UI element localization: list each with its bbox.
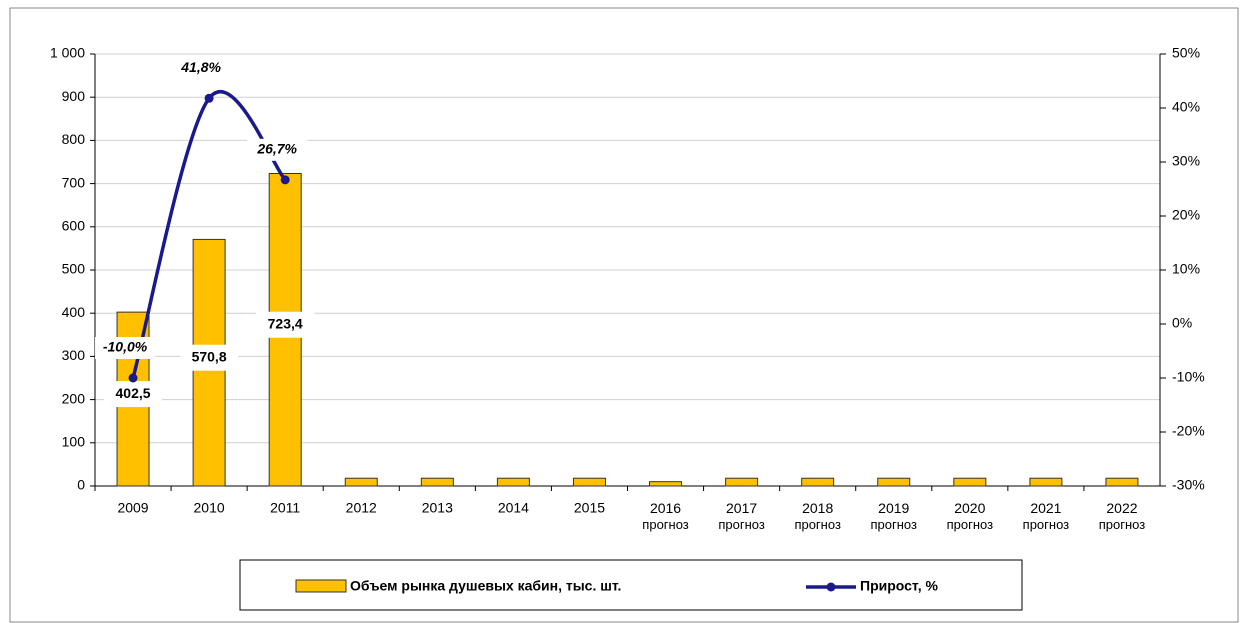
x-tick-label: 2012 [346, 500, 377, 516]
y-tick-label: 900 [62, 88, 86, 104]
data-label-bg [171, 57, 232, 80]
y-tick-label: 100 [62, 434, 86, 450]
legend-swatch [295, 579, 347, 593]
data-label-bg [95, 337, 156, 359]
x-tick-label: 2010 [194, 500, 225, 516]
data-label: 570,8 [192, 348, 227, 364]
bar [572, 477, 606, 487]
x-tick-label: 2014 [498, 500, 529, 516]
y-tick-label: 400 [62, 304, 86, 320]
y2-tick-label: -30% [1172, 477, 1205, 493]
data-label: 402,5 [116, 385, 151, 401]
y-tick-label: 200 [62, 390, 86, 406]
x-tick-label: 2021 прогноз [1023, 500, 1070, 533]
x-tick-label: 2009 [117, 500, 148, 516]
data-label-bg [104, 381, 163, 408]
y2-tick-label: 20% [1172, 207, 1200, 223]
y2-tick-label: 30% [1172, 153, 1200, 169]
x-tick-label: 2015 [574, 500, 605, 516]
bar [496, 477, 530, 487]
bar [725, 477, 759, 487]
y-tick-label: 1 000 [50, 45, 85, 61]
bar [1105, 477, 1139, 487]
y2-tick-label: 40% [1172, 99, 1200, 115]
y2-tick-label: -20% [1172, 423, 1205, 439]
data-label-bg [180, 344, 239, 371]
legend-label: Прирост, % [860, 578, 939, 594]
legend-box [239, 559, 1023, 611]
data-label: -10,0% [103, 339, 148, 355]
x-tick-label: 2011 [270, 500, 300, 516]
bar [801, 477, 835, 487]
x-tick-label: 2022 прогноз [1099, 500, 1146, 533]
data-label: 41,8% [180, 59, 221, 75]
x-tick-label: 2016 прогноз [642, 500, 689, 533]
bar [420, 477, 454, 487]
x-tick-label: 2018 прогноз [794, 500, 841, 533]
y2-tick-label: 0% [1172, 315, 1192, 331]
y-tick-label: 500 [62, 261, 86, 277]
y-tick-label: 700 [62, 174, 86, 190]
line-marker [128, 373, 138, 383]
line-marker [204, 93, 214, 103]
legend-marker [826, 582, 836, 592]
bar [344, 477, 378, 487]
y-tick-label: 600 [62, 218, 86, 234]
y-tick-label: 0 [77, 477, 85, 493]
data-label: 723,4 [268, 315, 303, 331]
line-marker [280, 175, 290, 185]
y-tick-label: 300 [62, 347, 86, 363]
y2-tick-label: 10% [1172, 261, 1200, 277]
y2-tick-label: 50% [1172, 45, 1200, 61]
y-tick-label: 800 [62, 131, 86, 147]
bar [649, 481, 683, 487]
legend-label: Объем рынка душевых кабин, тыс. шт. [350, 578, 621, 594]
data-label-bg [256, 311, 315, 338]
data-label: 26,7% [256, 141, 297, 157]
bar [1029, 477, 1063, 487]
x-tick-label: 2017 прогноз [718, 500, 765, 533]
x-tick-label: 2019 прогноз [871, 500, 918, 533]
bar [877, 477, 911, 487]
x-tick-label: 2020 прогноз [947, 500, 994, 533]
y2-tick-label: -10% [1172, 369, 1205, 385]
bar [953, 477, 987, 487]
data-label-bg [247, 138, 308, 161]
x-tick-label: 2013 [422, 500, 453, 516]
